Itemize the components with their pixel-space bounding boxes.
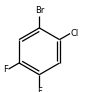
- Text: F: F: [3, 65, 8, 74]
- Text: F: F: [37, 87, 42, 92]
- Text: Cl: Cl: [71, 29, 79, 38]
- Text: Br: Br: [35, 6, 44, 15]
